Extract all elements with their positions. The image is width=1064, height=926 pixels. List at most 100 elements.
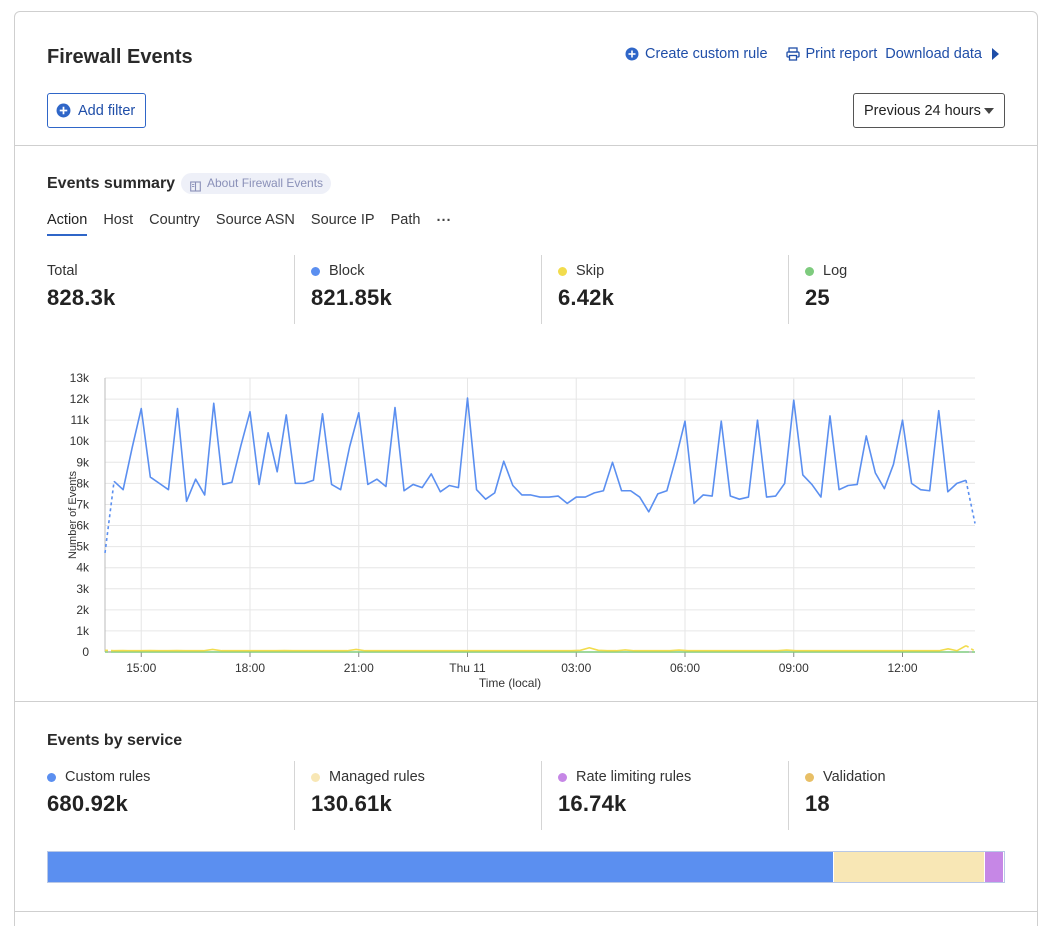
stat-label: Managed rules bbox=[329, 769, 425, 785]
firewall-events-card: Firewall Events Create custom rule Print… bbox=[14, 11, 1038, 926]
y-tick-label: 11k bbox=[71, 413, 90, 427]
events-summary-title: Events summary bbox=[47, 175, 176, 192]
service-stats: Custom rules 680.92k Managed rules 130.6… bbox=[47, 761, 1035, 830]
y-tick-label: 2k bbox=[76, 603, 90, 617]
caret-right-icon bbox=[992, 48, 999, 60]
y-tick-label: 10k bbox=[70, 434, 90, 448]
about-firewall-events-label: About Firewall Events bbox=[207, 176, 324, 190]
x-tick-label: 18:00 bbox=[235, 661, 265, 675]
stat-label: Validation bbox=[823, 769, 886, 785]
y-tick-label: 13k bbox=[70, 371, 90, 385]
y-tick-label: 8k bbox=[76, 476, 90, 490]
stat-value: 6.42k bbox=[558, 285, 615, 310]
y-tick-label: 0 bbox=[82, 645, 89, 659]
service-bar-segment[interactable] bbox=[1003, 852, 1004, 882]
stat-label: Skip bbox=[576, 263, 605, 279]
time-range-value: Previous 24 hours bbox=[864, 102, 981, 119]
stat-label: Block bbox=[329, 263, 365, 279]
service-distribution-bar[interactable] bbox=[47, 851, 1005, 883]
service-bar-segment[interactable] bbox=[48, 852, 834, 882]
y-axis-title: Number of Events bbox=[67, 470, 79, 559]
y-tick-label: 12k bbox=[70, 392, 90, 406]
legend-dot-icon bbox=[311, 266, 320, 276]
service-bar-segment[interactable] bbox=[983, 852, 1003, 882]
y-tick-label: 3k bbox=[76, 582, 90, 596]
stat-label: Rate limiting rules bbox=[576, 769, 692, 785]
create-custom-rule-label: Create custom rule bbox=[645, 46, 768, 62]
chevron-down-icon bbox=[984, 108, 994, 114]
more-tabs-ellipsis-icon[interactable]: ... bbox=[436, 209, 452, 225]
stat-value: 18 bbox=[805, 791, 830, 816]
group-by-tabs: Action Host Country Source ASN Source IP… bbox=[47, 209, 468, 236]
about-firewall-events-link[interactable]: About Firewall Events bbox=[181, 173, 332, 194]
summary-stats: Total 828.3k Block 821.85k Skip 6.42k Lo… bbox=[47, 255, 1035, 324]
tab-action[interactable]: Action bbox=[47, 212, 88, 236]
download-data-label: Download data bbox=[885, 46, 982, 62]
x-tick-label: 21:00 bbox=[344, 661, 374, 675]
events-line-chart[interactable]: 0 1k 2k 3k 4k 5k 6k 7k 8k 9k 10k 11k 12k 13k 15:00 18:0… bbox=[49, 367, 989, 697]
stat-managed-rules: Managed rules 130.61k bbox=[294, 761, 541, 830]
header-actions: Create custom rule Print report Download… bbox=[607, 46, 999, 62]
legend-dot-icon bbox=[558, 266, 567, 276]
skip-series-line-end bbox=[965, 644, 976, 652]
stat-value: 25 bbox=[805, 285, 830, 310]
block-series-line-end bbox=[965, 480, 976, 524]
stat-block: Block 821.85k bbox=[294, 255, 541, 324]
header: Firewall Events Create custom rule Print… bbox=[15, 12, 1037, 145]
legend-dot-icon bbox=[47, 772, 56, 782]
print-report-label: Print report bbox=[805, 46, 878, 62]
y-tick-label: 6k bbox=[76, 519, 90, 533]
add-filter-label: Add filter bbox=[78, 102, 136, 119]
download-data-link[interactable]: Download data bbox=[885, 46, 999, 62]
plus-circle-icon bbox=[625, 47, 639, 61]
legend-dot-icon bbox=[558, 772, 567, 782]
stat-label: Custom rules bbox=[65, 769, 151, 785]
stat-value: 680.92k bbox=[47, 791, 128, 816]
legend-dot-icon bbox=[805, 772, 814, 782]
x-tick-label: Thu 11 bbox=[449, 661, 486, 675]
stat-custom-rules: Custom rules 680.92k bbox=[47, 761, 294, 830]
legend-dot-icon bbox=[311, 772, 320, 782]
y-tick-label: 4k bbox=[76, 561, 90, 575]
page-title: Firewall Events bbox=[47, 46, 193, 68]
stat-log: Log 25 bbox=[788, 255, 1035, 324]
create-custom-rule-link[interactable]: Create custom rule bbox=[625, 46, 768, 62]
x-tick-label: 15:00 bbox=[126, 661, 156, 675]
y-tick-label: 1k bbox=[76, 624, 90, 638]
block-series-line bbox=[113, 397, 967, 513]
add-filter-button[interactable]: Add filter bbox=[47, 93, 146, 128]
tab-source-ip[interactable]: Source IP bbox=[310, 212, 375, 228]
x-tick-label: 03:00 bbox=[561, 661, 591, 675]
stat-value: 130.61k bbox=[311, 791, 392, 816]
x-tick-label: 09:00 bbox=[779, 661, 809, 675]
block-series-line-start bbox=[104, 481, 115, 554]
tab-country[interactable]: Country bbox=[149, 212, 200, 228]
service-bar-segment[interactable] bbox=[833, 852, 984, 882]
book-icon bbox=[190, 178, 201, 199]
skip-series-line bbox=[113, 644, 967, 652]
y-tick-label: 5k bbox=[76, 540, 90, 554]
time-range-select[interactable]: Previous 24 hours bbox=[853, 93, 1005, 128]
stat-label: Log bbox=[823, 263, 848, 279]
stat-rate-limiting-rules: Rate limiting rules 16.74k bbox=[541, 761, 788, 830]
stat-value: 828.3k bbox=[47, 285, 116, 310]
plus-circle-icon bbox=[56, 103, 71, 118]
tab-host[interactable]: Host bbox=[103, 212, 134, 228]
x-axis-title: Time (local) bbox=[479, 676, 541, 690]
events-by-service-title: Events by service bbox=[47, 732, 183, 749]
y-tick-label: 7k bbox=[76, 497, 90, 511]
print-report-link[interactable]: Print report bbox=[785, 46, 878, 62]
tab-source-asn[interactable]: Source ASN bbox=[215, 212, 295, 228]
divider bbox=[15, 911, 1037, 912]
divider bbox=[15, 701, 1037, 702]
stat-total: Total 828.3k bbox=[47, 255, 294, 324]
tab-path[interactable]: Path bbox=[390, 212, 421, 228]
x-tick-label: 06:00 bbox=[670, 661, 700, 675]
x-tick-label: 12:00 bbox=[887, 661, 917, 675]
printer-icon bbox=[785, 47, 800, 61]
stat-label: Total bbox=[47, 263, 78, 279]
divider bbox=[15, 145, 1037, 146]
y-tick-label: 9k bbox=[76, 455, 90, 469]
stat-value: 821.85k bbox=[311, 285, 392, 310]
legend-dot-icon bbox=[805, 266, 814, 276]
